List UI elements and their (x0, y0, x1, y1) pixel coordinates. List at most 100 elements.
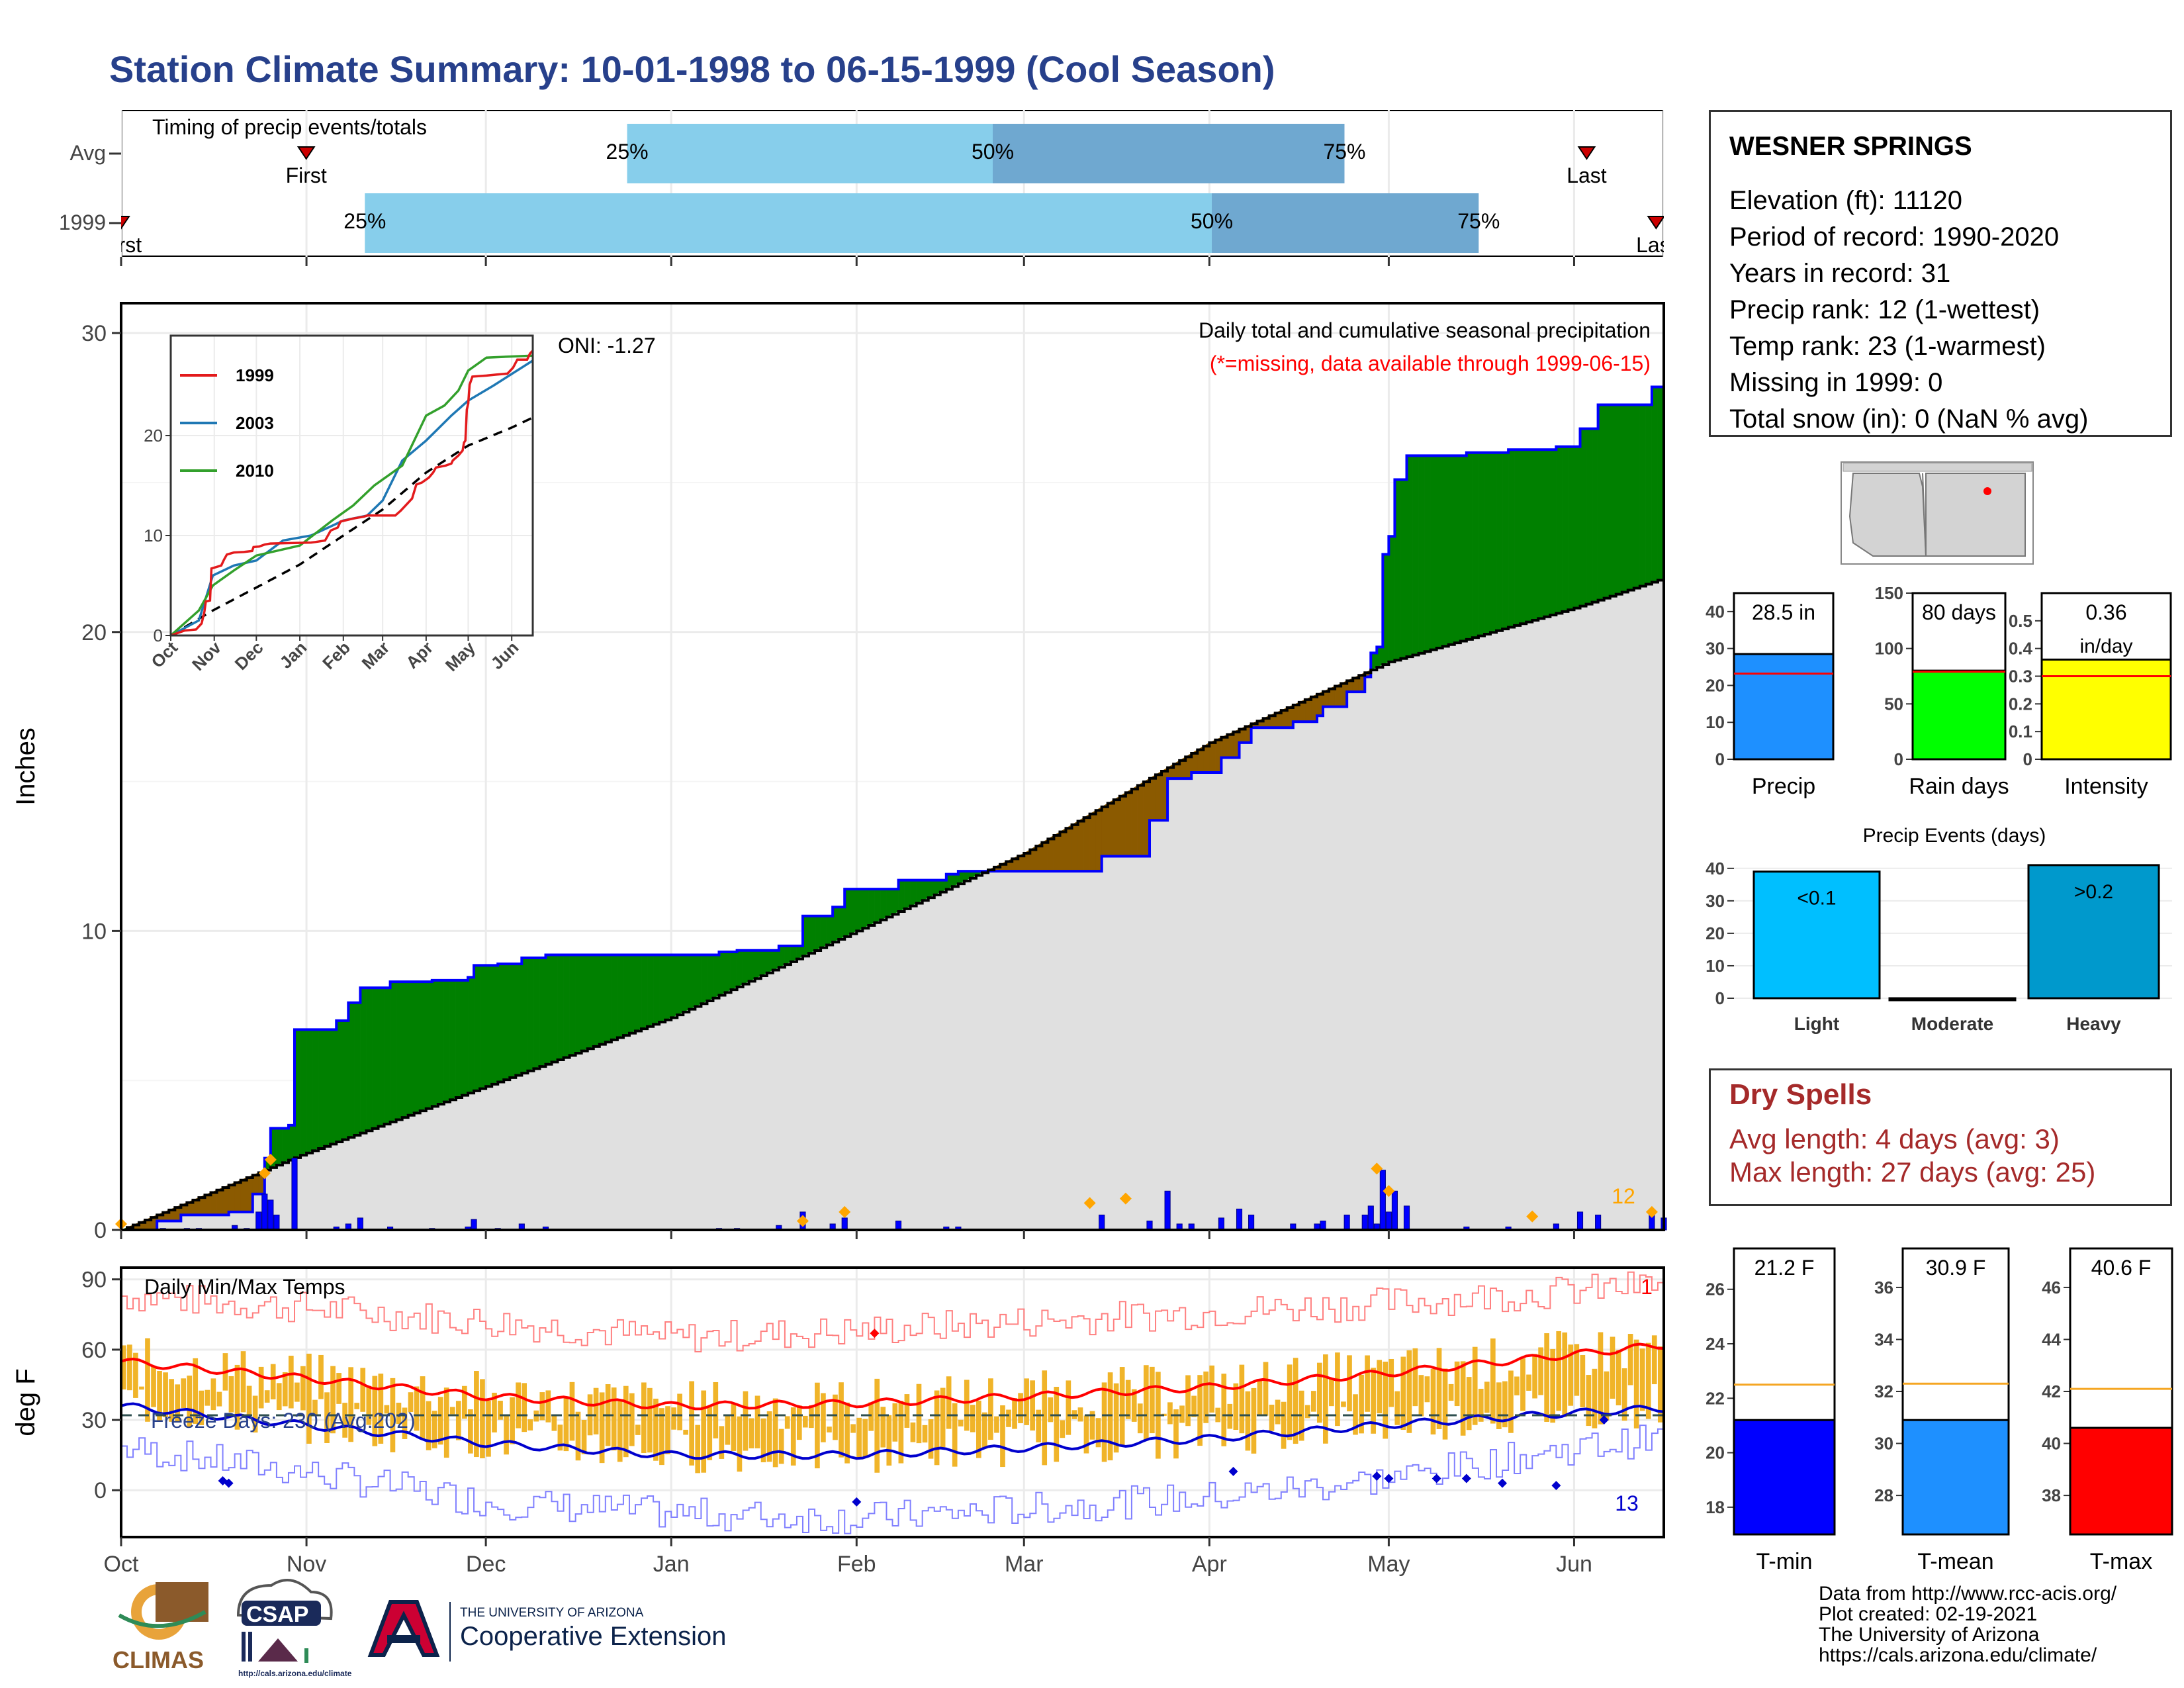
daily-temp-bar (510, 1397, 515, 1444)
precip-events-category-label: Light (1794, 1013, 1839, 1034)
credits-line-2: Plot created: 02-19-2021 (1819, 1603, 2038, 1625)
inset-y-tick-label: 10 (144, 526, 163, 545)
average-cumulative-line (121, 578, 1665, 1231)
daily-temp-bar (1257, 1379, 1263, 1416)
daily-temp-bar (1550, 1348, 1556, 1423)
daily-temp-bar (1418, 1375, 1424, 1417)
timing-last-marker (1647, 216, 1664, 230)
above-average-area (707, 955, 713, 1002)
station-elevation: Elevation (ft): 11120 (1729, 186, 1963, 215)
timing-label-50: 50% (1191, 209, 1233, 233)
daily-temp-bar (946, 1376, 952, 1429)
daily-temp-bar (790, 1407, 796, 1466)
mini-y-tick-label: 0 (1894, 749, 1903, 769)
precip-y-axis-label: Inches (11, 727, 40, 806)
record-min-line (121, 1425, 1664, 1534)
mini-category-label: T-min (1756, 1549, 1813, 1574)
above-average-area (749, 950, 755, 982)
mini-y-tick-label: 38 (2042, 1485, 2061, 1505)
temp-x-tick-label: Jun (1556, 1552, 1592, 1577)
daily-temp-bar (1119, 1367, 1125, 1445)
daily-temp-bar (827, 1427, 832, 1432)
above-average-area (1472, 452, 1479, 638)
below-average-area (1089, 810, 1096, 872)
daily-temp-bar (270, 1364, 276, 1399)
record-low-marker (1551, 1481, 1561, 1491)
above-average-area (330, 1029, 337, 1145)
mini-y-tick-label: 42 (2042, 1382, 2061, 1401)
station-info-box: WESNER SPRINGS Elevation (ft): 11120 Per… (1709, 110, 2172, 437)
credits-line-3: The University of Arizona (1819, 1624, 2040, 1646)
daily-temp-bar (1394, 1391, 1400, 1425)
daily-temp-bar (659, 1408, 664, 1466)
extreme-precip-marker (264, 1153, 277, 1166)
station-name: WESNER SPRINGS (1729, 132, 1972, 161)
timing-first-label: First (101, 233, 142, 257)
daily-temp-bar (982, 1412, 987, 1449)
daily-temp-bar (455, 1401, 461, 1440)
record-low-marker (1372, 1471, 1382, 1481)
daily-temp-bar (1657, 1346, 1663, 1423)
daily-temp-bar (1048, 1397, 1054, 1423)
above-average-area (1586, 428, 1592, 604)
daily-temp-bar (1621, 1368, 1627, 1421)
daily-temp-bar (1036, 1409, 1042, 1442)
mini-chart-intensity: 0 0.1 0.2 0.3 0.4 0.5 0.36 in/day Intensity (2009, 592, 2172, 799)
mini-value-bar (1733, 1419, 1836, 1536)
credits-line-1: Data from http://www.rcc-acis.org/ (1819, 1583, 2117, 1605)
extreme-precip-marker (1083, 1197, 1096, 1209)
daily-temp-bar (1316, 1362, 1322, 1423)
dry-spells-avg: Avg length: 4 days (avg: 3) (1729, 1123, 2060, 1154)
precip-events-y-tick-label: 40 (1706, 859, 1725, 878)
dry-spells-box: Dry Spells Avg length: 4 days (avg: 3) M… (1709, 1068, 2172, 1206)
timing-bar-25-50 (627, 124, 993, 183)
precip-events-y-tick-label: 10 (1706, 956, 1725, 976)
daily-temp-bar (1604, 1371, 1610, 1421)
daily-temp-bar (874, 1378, 880, 1473)
daily-temp-bar (545, 1390, 551, 1423)
above-average-area (510, 963, 516, 1078)
above-average-area (695, 955, 702, 1007)
daily-temp-bar (689, 1381, 694, 1466)
above-average-area (288, 1125, 295, 1160)
daily-precip-bar (1343, 1214, 1350, 1231)
daily-temp-bar (581, 1419, 587, 1454)
daily-temp-bar (821, 1393, 826, 1442)
above-average-area (1550, 449, 1557, 616)
daily-temp-bar (1526, 1374, 1531, 1391)
timing-first-marker (296, 146, 316, 160)
daily-temp-bar (1610, 1336, 1615, 1399)
daily-temp-bar (282, 1372, 288, 1407)
daily-temp-bar (575, 1411, 581, 1461)
precip-events-y-tick-label: 0 (1715, 988, 1725, 1008)
daily-temp-bar (766, 1411, 772, 1462)
record-max-count: 1 (1641, 1275, 1653, 1299)
daily-temp-bar (1095, 1418, 1101, 1448)
above-average-area (354, 1002, 361, 1136)
above-average-area (1478, 452, 1485, 636)
daily-temp-bar (1150, 1366, 1155, 1434)
daily-temp-bar (1239, 1364, 1245, 1434)
above-average-area (539, 957, 546, 1067)
above-average-area (336, 1020, 343, 1143)
daily-temp-bar (1347, 1355, 1352, 1412)
temp-x-tick-label: Nov (287, 1552, 326, 1577)
above-average-area (605, 955, 612, 1043)
below-average-area (1083, 814, 1090, 872)
temp-x-tick-label: Dec (466, 1552, 506, 1577)
climas-logo: CLIMAS (113, 1582, 208, 1673)
above-average-area (1531, 449, 1539, 621)
daily-temp-bar (994, 1416, 999, 1433)
above-average-area (904, 880, 911, 910)
above-average-area (276, 1128, 283, 1166)
daily-temp-bar (796, 1405, 802, 1440)
above-average-area (527, 957, 534, 1072)
daily-temp-bar (617, 1399, 623, 1462)
daily-temp-bar (1442, 1368, 1448, 1440)
daily-temp-bar (366, 1385, 372, 1425)
station-precip-rank: Precip rank: 12 (1-wettest) (1729, 295, 2040, 324)
above-average-area (850, 888, 857, 935)
daily-temp-bar (892, 1403, 898, 1442)
daily-temp-bar (551, 1416, 557, 1431)
